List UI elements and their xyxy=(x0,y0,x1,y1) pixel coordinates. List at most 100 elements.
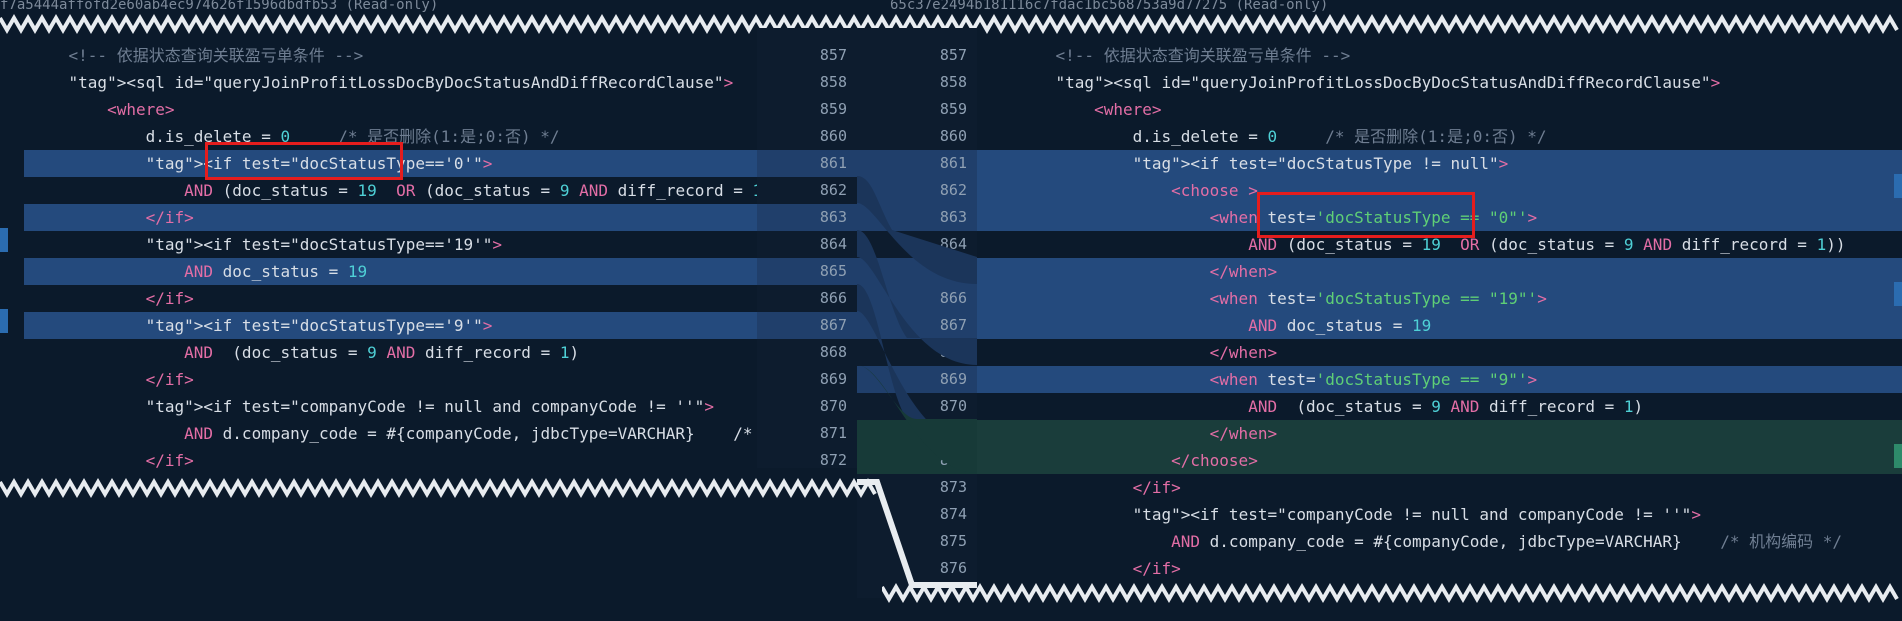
code-line[interactable]: "tag"><if test="docStatusType=='19'"> xyxy=(145,235,503,254)
code-line[interactable]: <when test='docStatusType == "9"'> xyxy=(1209,370,1538,389)
right-change-marker xyxy=(1894,282,1902,306)
right-annotation-box xyxy=(1257,192,1475,238)
top-fold-separator xyxy=(0,12,1902,34)
code-line[interactable]: <when test='docStatusType == "19"'> xyxy=(1209,289,1547,308)
gutter-highlight xyxy=(757,150,857,177)
code-line[interactable]: d.is_delete = 0 /* 是否删除(1:是;0:否) */ xyxy=(1017,127,1547,146)
code-line[interactable]: </if> xyxy=(145,451,194,468)
line-number: 864 xyxy=(819,235,847,253)
right-change-marker xyxy=(1894,174,1902,198)
gutter-highlight xyxy=(757,258,857,285)
line-number: 859 xyxy=(939,100,967,118)
added-line-highlight xyxy=(977,447,1902,474)
line-number: 870 xyxy=(939,397,967,415)
code-line[interactable]: AND d.company_code = #{companyCode, jdbc… xyxy=(184,424,757,443)
left-change-marker xyxy=(0,309,8,333)
line-number: 859 xyxy=(819,100,847,118)
line-number: 869 xyxy=(819,370,847,388)
left-line-gutter: 857 858 859 860 861 862 863 864 865 866 867 868 869 8… xyxy=(757,28,857,469)
line-number: 873 xyxy=(939,478,967,496)
line-number: 867 xyxy=(819,316,847,334)
code-line[interactable]: </when> xyxy=(1209,343,1278,362)
code-line[interactable]: "tag"><sql id="queryJoinProfitLossDocByD… xyxy=(68,73,734,92)
changed-line-highlight xyxy=(977,204,1902,231)
code-line[interactable]: AND (doc_status = 9 AND diff_record = 1) xyxy=(184,343,580,362)
code-line[interactable]: </when> xyxy=(1209,424,1278,443)
line-number: 866 xyxy=(819,289,847,307)
code-line[interactable]: d.is_delete = 0 /* 是否删除(1:是;0:否) */ xyxy=(30,127,560,146)
code-line[interactable]: AND doc_status = 19 xyxy=(1248,316,1432,335)
code-line[interactable]: </if> xyxy=(145,289,194,308)
changed-line-highlight xyxy=(977,366,1902,393)
code-line[interactable]: AND d.company_code = #{companyCode, jdbc… xyxy=(1171,532,1843,551)
line-number: 875 xyxy=(939,532,967,550)
code-line[interactable]: AND (doc_status = 9 AND diff_record = 1) xyxy=(1248,397,1644,416)
left-file-title: f7a5444affofd2e60ab4ec974626f1596dbdfb53… xyxy=(0,0,439,13)
line-number: 872 xyxy=(819,451,847,469)
code-line[interactable]: "tag"><if test="docStatusType != null"> xyxy=(1132,154,1509,173)
right-file-title: 65c37e2494b181116c7fdac1bc568753a9d77275… xyxy=(890,0,1329,13)
diff-connector xyxy=(857,176,977,588)
left-bottom-fold-separator xyxy=(0,478,877,498)
changed-line-highlight xyxy=(977,177,1902,204)
code-line[interactable]: <!-- 依据状态查询关联盈亏单条件 --> xyxy=(30,46,364,65)
line-number: 874 xyxy=(939,505,967,523)
line-number: 860 xyxy=(939,127,967,145)
changed-line-highlight xyxy=(24,258,757,285)
left-change-marker xyxy=(0,228,8,252)
right-add-marker xyxy=(1894,444,1902,468)
line-number: 871 xyxy=(819,424,847,442)
code-line[interactable]: </when> xyxy=(1209,262,1278,281)
gutter-highlight xyxy=(857,150,977,177)
gutter-highlight xyxy=(857,285,977,312)
changed-line-highlight xyxy=(977,285,1902,312)
code-line[interactable]: AND (doc_status = 19 OR (doc_status = 9 … xyxy=(184,181,757,200)
left-annotation-box xyxy=(205,142,403,180)
line-number: 869 xyxy=(939,370,967,388)
line-number: 867 xyxy=(939,316,967,334)
line-number: 870 xyxy=(819,397,847,415)
gutter-highlight xyxy=(757,204,857,231)
changed-line-highlight xyxy=(24,312,757,339)
line-number: 866 xyxy=(939,289,967,307)
added-line-highlight xyxy=(977,420,1902,447)
left-code-pane[interactable]: <!-- 依据状态查询关联盈亏单条件 --> "tag"><sql id="qu… xyxy=(0,28,757,468)
line-number: 862 xyxy=(939,181,967,199)
code-line[interactable]: </if> xyxy=(1132,478,1181,497)
gutter-highlight xyxy=(857,366,977,393)
line-number: 857 xyxy=(939,46,967,64)
gutter-highlight xyxy=(757,312,857,339)
code-line[interactable]: "tag"><sql id="queryJoinProfitLossDocByD… xyxy=(1055,73,1721,92)
line-number: 865 xyxy=(819,262,847,280)
code-line[interactable]: </choose> xyxy=(1171,451,1258,470)
line-number: 858 xyxy=(939,73,967,91)
code-line[interactable]: <choose > xyxy=(1171,181,1258,200)
changed-line-highlight xyxy=(977,312,1902,339)
code-line[interactable]: </if> xyxy=(145,370,194,389)
changed-line-highlight xyxy=(24,204,757,231)
code-line[interactable]: </if> xyxy=(145,208,194,227)
code-line[interactable]: AND doc_status = 19 xyxy=(184,262,368,281)
code-line[interactable]: </if> xyxy=(1132,559,1181,578)
changed-line-highlight xyxy=(24,150,757,177)
line-number: 862 xyxy=(819,181,847,199)
code-line[interactable]: "tag"><if test="companyCode != null and … xyxy=(1132,505,1701,524)
line-number: 858 xyxy=(819,73,847,91)
code-line[interactable]: <where> xyxy=(107,100,175,119)
code-line[interactable]: <where> xyxy=(1094,100,1162,119)
code-line[interactable]: "tag"><if test="docStatusType=='0'"> xyxy=(145,154,493,173)
changed-line-highlight xyxy=(977,258,1902,285)
code-line[interactable]: AND (doc_status = 19 OR (doc_status = 9 … xyxy=(1248,235,1846,254)
right-code-pane[interactable]: <!-- 依据状态查询关联盈亏单条件 --> "tag"><sql id="qu… xyxy=(977,28,1902,598)
code-line[interactable]: "tag"><if test="companyCode != null and … xyxy=(145,397,714,416)
line-number: 863 xyxy=(819,208,847,226)
changed-line-highlight xyxy=(977,150,1902,177)
right-bottom-fold-separator xyxy=(882,583,1899,603)
line-number: 861 xyxy=(939,154,967,172)
code-line[interactable]: "tag"><if test="docStatusType=='9'"> xyxy=(145,316,493,335)
code-line[interactable]: <!-- 依据状态查询关联盈亏单条件 --> xyxy=(1017,46,1351,65)
line-number: 863 xyxy=(939,208,967,226)
line-number: 868 xyxy=(819,343,847,361)
line-number: 860 xyxy=(819,127,847,145)
line-number: 857 xyxy=(819,46,847,64)
